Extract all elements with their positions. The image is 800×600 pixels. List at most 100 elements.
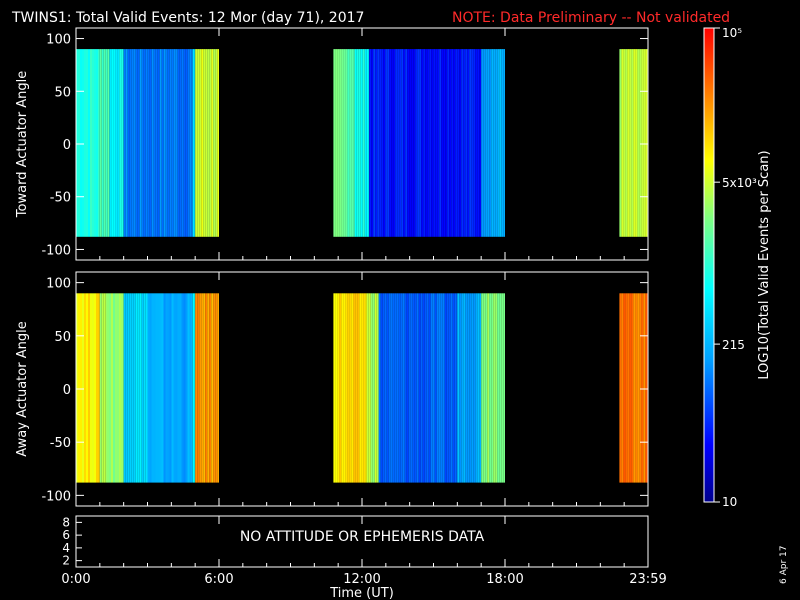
heat-cell-away-0-4 [157, 293, 160, 483]
heat-cell-toward-1-2 [429, 49, 432, 237]
heat-cell-away-0-0 [82, 293, 84, 483]
heat-cell-toward-0-0 [86, 49, 88, 237]
heat-cell-toward-1-2 [453, 49, 456, 237]
heat-cell-toward-0-3 [191, 49, 193, 237]
heat-cell-toward-1-2 [461, 49, 464, 237]
heat-cell-toward-1-2 [369, 49, 372, 237]
heat-cell-away-1-2 [452, 293, 455, 483]
heat-cell-away-0-2 [113, 293, 115, 483]
heat-cell-away-1-0 [333, 293, 336, 483]
heat-cell-toward-0-3 [183, 49, 186, 237]
heat-cell-away-1-2 [380, 293, 383, 483]
heat-cell-away-0-4 [185, 293, 188, 483]
heat-cell-away-0-0 [90, 293, 92, 483]
heat-cell-toward-1-1 [356, 49, 359, 237]
heat-cell-away-0-4 [165, 293, 168, 483]
heat-cell-toward-1-2 [449, 49, 452, 237]
heat-cell-away-1-2 [402, 293, 405, 483]
heat-cell-toward-1-2 [419, 49, 422, 237]
heat-cell-toward-1-0 [343, 49, 346, 237]
heat-cell-away-1-2 [412, 293, 415, 483]
heat-cell-away-1-1 [374, 293, 377, 483]
heat-cell-away-1-0 [353, 293, 356, 483]
heat-cell-toward-1-3 [495, 49, 498, 237]
heat-cell-toward-0-5 [207, 49, 210, 237]
ephemeris-ytick-label: 4 [62, 541, 70, 555]
heat-cell-away-0-6 [213, 293, 216, 483]
heat-cell-toward-1-2 [393, 49, 396, 237]
heat-cell-away-1-0 [365, 293, 367, 483]
heat-cell-away-1-3 [467, 293, 470, 483]
heat-cell-toward-1-3 [491, 49, 494, 237]
ephemeris-ytick-label: 6 [62, 528, 70, 542]
heat-cell-toward-1-2 [433, 49, 436, 237]
heat-cell-away-1-3 [475, 293, 478, 483]
heat-cell-toward-0-3 [163, 49, 166, 237]
heat-cell-toward-1-0 [351, 49, 354, 237]
toward-heatmap [76, 49, 648, 237]
heat-cell-away-0-4 [161, 293, 164, 483]
heat-cell-toward-1-2 [401, 49, 404, 237]
heat-cell-toward-1-3 [493, 49, 496, 237]
heat-cell-toward-1-2 [465, 49, 468, 237]
heat-cell-away-1-2 [382, 293, 385, 483]
heat-cell-away-1-2 [454, 293, 457, 483]
heat-cell-toward-0-0 [80, 49, 82, 237]
xtick-label: 12:00 [343, 572, 380, 587]
heat-cell-away-1-3 [459, 293, 462, 483]
heat-cell-away-0-6 [211, 293, 214, 483]
preliminary-note: NOTE: Data Preliminary -- Not validated [452, 10, 730, 26]
heat-cell-toward-0-3 [181, 49, 184, 237]
heat-cell-toward-2-0 [629, 49, 632, 237]
heat-cell-away-0-3 [139, 293, 142, 483]
away-ytick-label: -100 [41, 489, 71, 504]
heat-cell-away-2-0 [619, 293, 622, 483]
heat-cell-away-1-2 [456, 293, 458, 483]
xtick-label: 18:00 [486, 572, 523, 587]
heat-cell-away-1-3 [465, 293, 468, 483]
heat-cell-away-0-6 [201, 293, 204, 483]
colorbar-tick-label: 10⁵ [722, 26, 742, 40]
x-axis-ticks: 0:00 6:00 12:00 18:00 23:59 [61, 28, 667, 587]
heat-cell-away-2-0 [623, 293, 626, 483]
heat-cell-away-1-2 [418, 293, 421, 483]
heat-cell-away-1-2 [426, 293, 429, 483]
heat-cell-toward-0-2 [115, 49, 118, 237]
heat-cell-away-0-2 [121, 293, 123, 483]
heat-cell-toward-1-2 [413, 49, 416, 237]
heat-cell-toward-1-2 [391, 49, 394, 237]
heat-cell-away-1-4 [495, 293, 498, 483]
heat-cell-toward-1-2 [403, 49, 406, 237]
heat-cell-toward-1-2 [431, 49, 434, 237]
heat-cell-away-0-5 [192, 293, 195, 483]
heat-cell-away-1-2 [420, 293, 423, 483]
heat-cell-toward-2-0 [637, 49, 640, 237]
heat-cell-away-1-0 [345, 293, 348, 483]
heat-cell-away-1-0 [351, 293, 354, 483]
heat-cell-toward-0-0 [78, 49, 80, 237]
heat-cell-toward-0-2 [121, 49, 124, 237]
heat-cell-away-0-3 [123, 293, 126, 483]
heat-cell-toward-1-2 [399, 49, 402, 237]
heat-cell-away-1-2 [416, 293, 419, 483]
heat-cell-toward-1-3 [501, 49, 504, 237]
heat-cell-away-1-3 [477, 293, 480, 483]
toward-y-label: Toward Actuator Angle [15, 71, 30, 218]
heat-cell-toward-0-2 [111, 49, 114, 237]
heat-cell-toward-0-1 [99, 49, 102, 237]
heat-cell-toward-2-0 [619, 49, 622, 237]
heat-cell-toward-0-3 [123, 49, 126, 237]
heat-cell-toward-0-3 [143, 49, 146, 237]
away-ytick-label: -50 [50, 436, 71, 451]
heat-cell-toward-1-2 [471, 49, 474, 237]
heat-cell-away-2-0 [629, 293, 632, 483]
heat-cell-toward-1-2 [409, 49, 412, 237]
heat-cell-toward-0-1 [103, 49, 106, 237]
heat-cell-away-0-6 [203, 293, 206, 483]
heat-cell-toward-0-0 [92, 49, 94, 237]
heat-cell-away-0-1 [101, 293, 104, 483]
heat-cell-toward-0-0 [98, 49, 100, 237]
heat-cell-away-2-0 [633, 293, 636, 483]
colorbar [703, 27, 715, 503]
heat-cell-toward-0-5 [195, 49, 198, 237]
